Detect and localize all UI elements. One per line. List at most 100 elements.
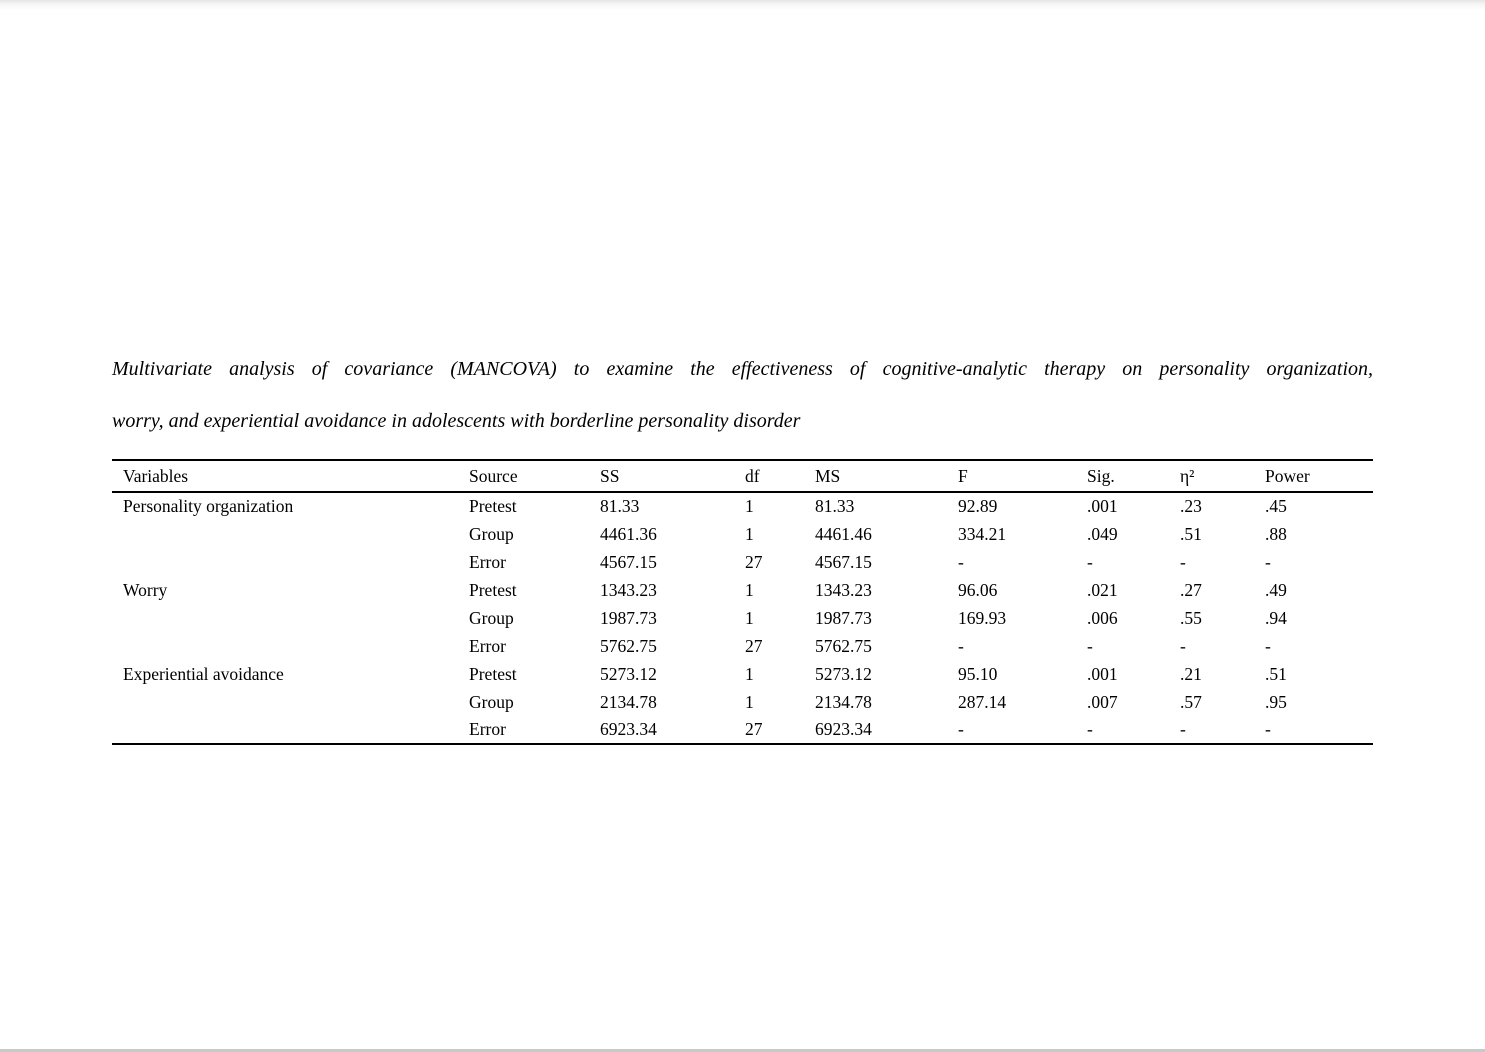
cell-ms: 4461.46 <box>815 523 872 544</box>
cell-eta: .57 <box>1180 691 1202 712</box>
mancova-results-table: Variables Source SS df MS F Sig. η² Powe… <box>112 459 1373 745</box>
cell-power: - <box>1265 635 1271 656</box>
cell-ss: 5273.12 <box>600 663 657 684</box>
page-bottom-edge <box>0 1049 1485 1052</box>
header-source: Source <box>469 460 600 493</box>
cell-variable <box>112 520 469 548</box>
table-caption: Multivariate analysis of covariance (MAN… <box>112 343 1373 447</box>
cell-ss: 5762.75 <box>600 635 657 656</box>
cell-source: Group <box>469 691 514 712</box>
cell-power: .94 <box>1265 607 1287 628</box>
cell-f: 95.10 <box>958 663 998 684</box>
cell-power: .88 <box>1265 523 1287 544</box>
cell-variable: Personality organization <box>123 496 294 516</box>
cell-eta: - <box>1180 719 1186 739</box>
cell-power: .51 <box>1265 663 1287 684</box>
cell-ms: 81.33 <box>815 496 855 516</box>
cell-variable <box>112 632 469 660</box>
cell-ss: 81.33 <box>600 496 640 516</box>
cell-sig: .021 <box>1087 579 1118 600</box>
cell-source: Group <box>469 607 514 628</box>
header-df: df <box>745 460 815 493</box>
cell-power: .95 <box>1265 691 1287 712</box>
caption-line-1: Multivariate analysis of covariance (MAN… <box>112 358 1373 380</box>
header-ss: SS <box>600 460 745 493</box>
cell-ms: 1987.73 <box>815 607 872 628</box>
table-row: Personality organization Pretest 81.33 1… <box>112 492 1373 520</box>
cell-sig: - <box>1087 551 1093 572</box>
cell-df: 1 <box>745 663 754 684</box>
cell-sig: .001 <box>1087 496 1118 516</box>
cell-sig: .006 <box>1087 607 1118 628</box>
header-sig: Sig. <box>1087 460 1180 493</box>
cell-power: - <box>1265 719 1271 739</box>
cell-eta: - <box>1180 551 1186 572</box>
cell-source: Error <box>469 719 506 739</box>
cell-eta: .21 <box>1180 663 1202 684</box>
cell-variable: Worry <box>123 579 168 600</box>
cell-df: 27 <box>745 635 763 656</box>
cell-source: Error <box>469 551 506 572</box>
table-row: Experiential avoidance Pretest 5273.12 1… <box>112 660 1373 688</box>
cell-source: Pretest <box>469 496 517 516</box>
cell-df: 1 <box>745 691 754 712</box>
cell-ss: 4461.36 <box>600 523 657 544</box>
cell-ss: 4567.15 <box>600 551 657 572</box>
cell-df: 27 <box>745 551 763 572</box>
cell-ss: 1987.73 <box>600 607 657 628</box>
caption-line-2: worry, and experiential avoidance in ado… <box>112 410 801 432</box>
header-power: Power <box>1265 460 1373 493</box>
cell-source: Pretest <box>469 663 517 684</box>
cell-ms: 1343.23 <box>815 579 872 600</box>
header-row: Variables Source SS df MS F Sig. η² Powe… <box>112 460 1373 493</box>
cell-variable <box>112 548 469 576</box>
cell-f: 334.21 <box>958 523 1007 544</box>
cell-df: 1 <box>745 523 754 544</box>
table-row: Error 4567.15 27 4567.15 - - - - <box>112 548 1373 576</box>
table-row: Group 4461.36 1 4461.46 334.21 .049 .51 … <box>112 520 1373 548</box>
cell-df: 27 <box>745 719 763 739</box>
cell-ss: 2134.78 <box>600 691 657 712</box>
table-row: Group 2134.78 1 2134.78 287.14 .007 .57 … <box>112 688 1373 716</box>
table-row: Worry Pretest 1343.23 1 1343.23 96.06 .0… <box>112 576 1373 604</box>
cell-df: 1 <box>745 496 754 516</box>
cell-source: Pretest <box>469 579 517 600</box>
cell-f: - <box>958 635 964 656</box>
cell-power: - <box>1265 551 1271 572</box>
cell-ms: 5273.12 <box>815 663 872 684</box>
header-f: F <box>958 460 1087 493</box>
cell-source: Error <box>469 635 506 656</box>
cell-df: 1 <box>745 607 754 628</box>
cell-sig: .007 <box>1087 691 1118 712</box>
cell-df: 1 <box>745 579 754 600</box>
table-row: Error 6923.34 27 6923.34 - - - - <box>112 716 1373 744</box>
cell-power: .49 <box>1265 579 1287 600</box>
cell-sig: - <box>1087 635 1093 656</box>
page-top-shadow <box>0 0 1485 10</box>
cell-ms: 4567.15 <box>815 551 872 572</box>
cell-ss: 6923.34 <box>600 719 657 739</box>
cell-f: 169.93 <box>958 607 1007 628</box>
cell-f: - <box>958 551 964 572</box>
cell-variable <box>112 688 469 716</box>
cell-eta: .51 <box>1180 523 1202 544</box>
cell-power: .45 <box>1265 496 1287 516</box>
cell-eta: .55 <box>1180 607 1202 628</box>
cell-sig: .001 <box>1087 663 1118 684</box>
cell-f: 92.89 <box>958 496 998 516</box>
cell-variable: Experiential avoidance <box>123 663 284 684</box>
cell-ms: 5762.75 <box>815 635 872 656</box>
cell-eta: - <box>1180 635 1186 656</box>
header-variables: Variables <box>112 460 469 493</box>
header-eta-squared: η² <box>1180 460 1265 493</box>
header-ms: MS <box>815 460 958 493</box>
cell-ss: 1343.23 <box>600 579 657 600</box>
cell-ms: 2134.78 <box>815 691 872 712</box>
table-row: Group 1987.73 1 1987.73 169.93 .006 .55 … <box>112 604 1373 632</box>
cell-sig: .049 <box>1087 523 1118 544</box>
cell-eta: .23 <box>1180 496 1202 516</box>
cell-sig: - <box>1087 719 1093 739</box>
cell-f: - <box>958 719 964 739</box>
cell-eta: .27 <box>1180 579 1202 600</box>
